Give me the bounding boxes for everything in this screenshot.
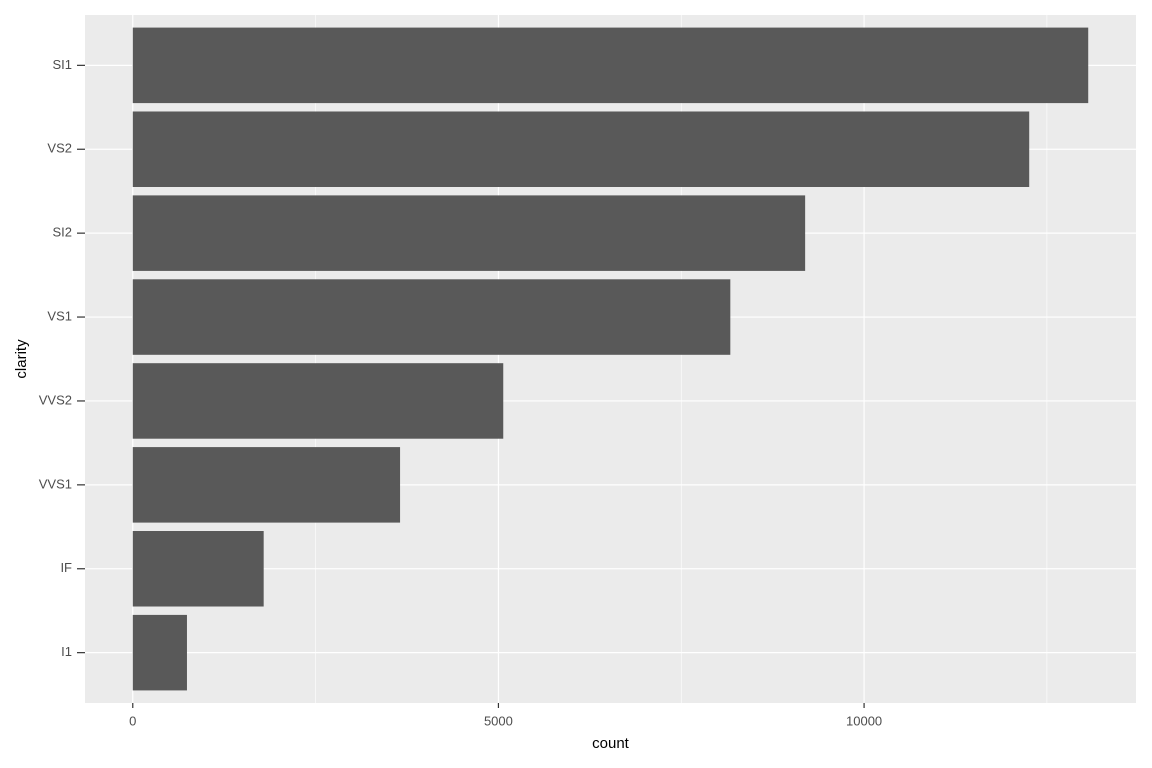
bar — [132, 447, 401, 523]
x-tick-label: 0 — [129, 713, 136, 728]
bar — [132, 27, 1089, 104]
x-axis-title: count — [592, 735, 630, 752]
y-tick-label: VVS2 — [39, 392, 72, 407]
y-tick-label: SI1 — [52, 57, 72, 72]
bars — [132, 27, 1089, 691]
bar — [132, 195, 806, 271]
bar — [132, 531, 264, 607]
y-tick-label: VVS1 — [39, 476, 72, 491]
y-tick-label: VS2 — [47, 141, 72, 156]
y-tick-label: I1 — [61, 644, 72, 659]
bar — [132, 363, 504, 439]
y-axis-title: clarity — [13, 339, 30, 379]
bar — [132, 614, 187, 691]
bar — [132, 111, 1030, 187]
y-tick-label: IF — [60, 560, 72, 575]
y-tick-label: SI2 — [52, 225, 72, 240]
bar — [132, 279, 731, 355]
x-tick-label: 10000 — [846, 713, 882, 728]
y-tick-label: VS1 — [47, 308, 72, 323]
x-tick-label: 5000 — [484, 713, 513, 728]
